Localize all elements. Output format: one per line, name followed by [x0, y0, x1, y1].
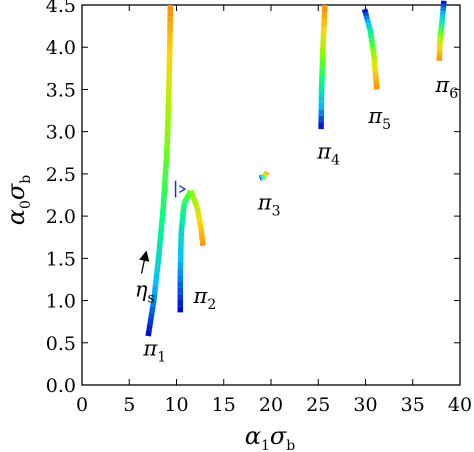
x-tick-label: 25 [306, 394, 330, 416]
series-2-segment [197, 221, 204, 226]
series-1-segment [153, 272, 160, 280]
series-5-segment [365, 22, 372, 28]
series-2-label: π2 [193, 284, 217, 313]
series-2-segment [197, 224, 204, 230]
series-3 [258, 170, 270, 181]
series-1-segment [146, 323, 153, 331]
series-1-segment [152, 279, 159, 287]
series-1-segment [150, 300, 157, 307]
series-1-segment [148, 311, 155, 319]
series-1-segment [151, 286, 159, 294]
series-1-segment [163, 158, 170, 169]
series-2 [177, 189, 206, 313]
series-4-label: π4 [316, 140, 340, 169]
x-axis-label: α1σb [245, 422, 296, 452]
series-1-segment [151, 293, 158, 301]
series-1-segment [163, 148, 170, 159]
x-tick-label: 10 [164, 394, 188, 416]
y-tick-label: 1.5 [46, 248, 76, 270]
series-5-segment [367, 29, 374, 35]
series-1-segment [154, 265, 161, 273]
series-2-segment [190, 195, 197, 201]
series-1-segment [149, 306, 156, 313]
y-tick-label: 2.5 [46, 164, 76, 186]
series-5-segment [369, 42, 376, 48]
series-5-segment [368, 38, 375, 44]
series-layer [145, 0, 447, 337]
series-2-segment [184, 193, 191, 199]
axis-ticks: 0 5 10 15 20 25 30 35 40 0.0 0.5 1.0 1.5 2.0 2.5 3.0 3.5… [46, 0, 472, 416]
series-1-segment [160, 197, 167, 208]
eta-label: ηs [135, 277, 155, 306]
series-5-segment [362, 12, 370, 17]
series-1-segment [161, 187, 168, 198]
y-axis-label: α0σb [2, 175, 34, 226]
series-1-segment [157, 232, 164, 242]
series-1-segment [158, 215, 166, 225]
x-tick-label: 5 [123, 394, 135, 416]
y-tick-label: 3.5 [46, 79, 76, 101]
y-tick-label: 4.5 [46, 0, 76, 17]
bracket-arrow [179, 185, 187, 194]
series-5-segment [363, 15, 371, 21]
y-tick-label: 0.0 [46, 375, 76, 397]
series-1-segment [162, 168, 169, 179]
y-tick-label: 3.0 [46, 122, 76, 144]
series-2-segment [195, 214, 202, 219]
series-1-segment [159, 207, 167, 217]
series-2-segment [191, 198, 198, 204]
series-5 [361, 8, 380, 90]
series-5-segment [366, 26, 373, 32]
series-1-segment [158, 224, 165, 234]
y-tick-label: 2.0 [46, 206, 76, 228]
series-5-segment [361, 8, 369, 14]
series-2-segment [196, 217, 203, 223]
series-2-segment [188, 189, 195, 195]
series-2-segment [193, 203, 200, 209]
x-tick-label: 40 [448, 394, 472, 416]
x-tick-label: 15 [212, 394, 236, 416]
series-1-segment [155, 258, 162, 266]
series-2-segment [192, 201, 199, 206]
series-1-segment [156, 241, 163, 251]
series-5-label: π5 [367, 104, 391, 133]
series-6-label: π6 [434, 73, 458, 102]
series-1-segment [147, 317, 154, 325]
series-5-segment [368, 34, 375, 40]
series-1-segment [161, 177, 168, 189]
series-6 [436, 0, 447, 61]
series-2-segment [183, 195, 190, 201]
series-2-segment [189, 192, 196, 198]
x-tick-label: 30 [353, 394, 377, 416]
series-2-segment [194, 207, 201, 212]
x-tick-label: 0 [76, 394, 88, 416]
eta-arrow [139, 250, 150, 274]
y-tick-label: 1.0 [46, 291, 76, 313]
series-5-segment [370, 51, 377, 57]
series-4 [318, 4, 328, 130]
series-3-label: π3 [257, 190, 281, 219]
series-5-segment [364, 19, 371, 25]
series-1 [145, 4, 174, 337]
series-1-segment [155, 249, 163, 259]
x-tick-label: 35 [401, 394, 425, 416]
series-1-segment [145, 329, 152, 337]
series-1-label: π1 [142, 336, 166, 365]
labels-layer: π1 π2 π3 π4 π5 π6 ηs [135, 73, 458, 365]
x-tick-label: 20 [259, 394, 283, 416]
series-5-segment [370, 46, 377, 52]
series-2-segment [182, 197, 189, 203]
y-tick-label: 0.5 [46, 333, 76, 355]
series-2-segment [181, 200, 188, 205]
series-2-segment [195, 210, 202, 216]
y-tick-label: 4.0 [46, 37, 76, 59]
